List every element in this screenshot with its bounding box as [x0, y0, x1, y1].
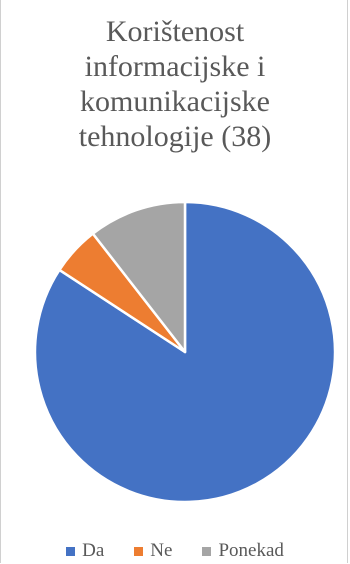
legend-item-ne: Ne	[134, 540, 172, 562]
legend-label-ponekad: Ponekad	[218, 540, 284, 561]
chart-title: Korištenost informacijske i komunikacijs…	[78, 15, 272, 153]
legend-label-ne: Ne	[150, 540, 173, 561]
legend-swatch-da	[66, 546, 76, 556]
legend-item-da: Da	[66, 540, 104, 562]
legend-label-da: Da	[82, 540, 105, 561]
legend-swatch-ponekad	[202, 546, 212, 556]
chart-legend: Da Ne Ponekad	[1, 540, 349, 562]
legend-item-ponekad: Ponekad	[202, 540, 284, 562]
legend-swatch-ne	[134, 546, 144, 556]
pie-chart	[33, 200, 337, 504]
pie-slice-ponekad	[91, 200, 187, 354]
